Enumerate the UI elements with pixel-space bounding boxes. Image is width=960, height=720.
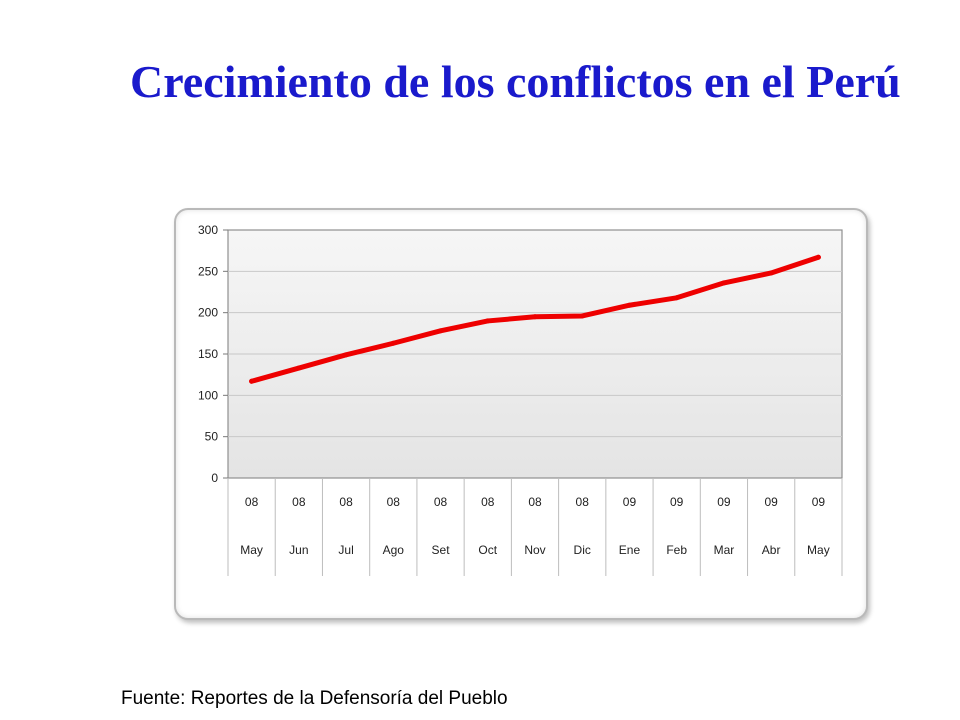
category-month-label: May (807, 543, 830, 557)
category-month-label: May (240, 543, 263, 557)
category-year-label: 09 (812, 495, 826, 509)
category-month-label: Feb (666, 543, 687, 557)
chart-frame: 0 50 100 150 200 250 300 08 May 08 Jun 08 Jul 08 Ago 0… (174, 208, 868, 620)
data-point (343, 352, 349, 358)
category-year-label: 08 (576, 495, 590, 509)
category-month-label: Oct (478, 543, 497, 557)
data-point (815, 254, 821, 260)
category-year-label: 08 (434, 495, 448, 509)
category-year-label: 08 (387, 495, 401, 509)
category-year-label: 08 (481, 495, 495, 509)
data-point (485, 318, 491, 324)
data-point (768, 270, 774, 276)
y-tick-label: 0 (211, 471, 218, 485)
data-point (438, 328, 444, 334)
data-point (296, 365, 302, 371)
category-year-label: 09 (764, 495, 778, 509)
category-month-label: Abr (762, 543, 781, 557)
category-year-label: 08 (339, 495, 353, 509)
data-point (721, 280, 727, 286)
category-month-label: Dic (574, 543, 591, 557)
category-month-label: Mar (714, 543, 735, 557)
data-point (674, 295, 680, 301)
category-year-label: 08 (528, 495, 542, 509)
line-chart: 0 50 100 150 200 250 300 08 May 08 Jun 08 Jul 08 Ago 0… (198, 223, 843, 576)
category-month-label: Nov (524, 543, 545, 557)
y-tick-label: 250 (198, 264, 218, 278)
y-tick-label: 150 (198, 347, 218, 361)
y-tick-label: 200 (198, 306, 218, 320)
slide-title: Crecimiento de los conflictos en el Perú (130, 56, 901, 107)
category-month-label: Set (432, 543, 451, 557)
y-tick-label: 50 (205, 430, 219, 444)
data-point (249, 378, 255, 384)
category-month-label: Jun (289, 543, 308, 557)
category-year-label: 09 (623, 495, 637, 509)
category-year-label: 09 (670, 495, 684, 509)
data-point (579, 313, 585, 319)
category-month-label: Ago (383, 543, 405, 557)
category-month-label: Jul (338, 543, 353, 557)
category-year-label: 08 (292, 495, 306, 509)
category-month-label: Ene (619, 543, 641, 557)
data-point (532, 314, 538, 320)
category-year-label: 08 (245, 495, 259, 509)
data-point (626, 302, 632, 308)
y-tick-label: 300 (198, 223, 218, 237)
source-note: Fuente: Reportes de la Defensoría del Pu… (121, 688, 508, 709)
data-point (390, 340, 396, 346)
y-tick-label: 100 (198, 388, 218, 402)
category-year-label: 09 (717, 495, 731, 509)
